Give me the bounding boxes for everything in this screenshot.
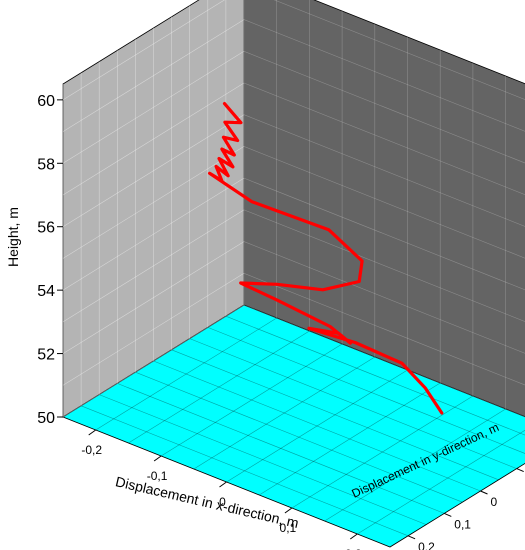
x-tick-label: -0,1	[147, 469, 168, 483]
y-tick-mark	[516, 468, 524, 473]
x-tick-label: -0,2	[81, 443, 102, 457]
back-wall-grid-line	[243, 273, 525, 386]
left-wall-grid-line	[62, 0, 225, 101]
floor-grid-line	[193, 356, 375, 470]
floor-grid-line	[128, 330, 310, 444]
y-tick-label: 0,1	[454, 517, 471, 531]
x-tick-label: 0,2	[345, 547, 362, 550]
x-tick-mark	[88, 429, 96, 436]
left-wall-grid-line	[62, 114, 245, 227]
back-wall-grid-line	[243, 114, 525, 227]
left-wall-grid-line	[62, 273, 245, 386]
floor-grid-line	[99, 394, 427, 525]
floor-grid-line	[62, 304, 245, 418]
back-wall-grid-line	[243, 177, 525, 291]
back-wall-grid-line	[243, 82, 525, 196]
x-tick-mark	[350, 533, 358, 540]
x-tick-label: 0,1	[280, 521, 297, 535]
back-wall-grid-line	[243, 19, 525, 132]
z-tick-label: 56	[37, 220, 55, 237]
left-wall-grid-line	[62, 241, 245, 354]
x-tick-mark	[284, 507, 293, 514]
y-tick-label: 0,2	[418, 540, 435, 550]
floor-grid-line	[171, 349, 499, 481]
floor	[62, 304, 525, 548]
floor-grid-line	[117, 383, 445, 514]
x-tick-mark	[153, 455, 162, 462]
floor-grid-line	[259, 382, 441, 496]
floor-grid-line	[95, 317, 277, 431]
floor-grid-line	[135, 371, 463, 503]
z-tick-label: 50	[37, 410, 55, 427]
y-tick-label: 0	[491, 495, 498, 509]
y-tick-mark	[407, 535, 416, 540]
left-wall-grid-line	[62, 82, 245, 196]
back-wall-grid-line	[273, 0, 525, 100]
x-tick-mark	[219, 481, 227, 488]
back-wall-grid-line	[243, 241, 525, 354]
left-wall-grid-line	[62, 304, 245, 418]
left-wall-grid-line	[62, 51, 245, 164]
x-tick-label: 0	[219, 495, 226, 509]
floor-grid-line	[80, 405, 409, 537]
z-tick-label: 58	[37, 156, 55, 173]
z-tick-label: 54	[37, 283, 55, 300]
left-wall-grid-line	[62, 146, 245, 259]
floor-grid-line	[189, 338, 517, 469]
left-wall-grid-line	[62, 19, 245, 132]
back-wall-grid-line	[243, 146, 525, 259]
floor-grid-line	[324, 408, 506, 522]
floor-grid-line	[160, 343, 343, 457]
floor-grid-line	[291, 395, 474, 509]
y-tick-mark	[480, 490, 488, 495]
y-tick-mark	[444, 512, 452, 517]
floor-grid-line	[153, 360, 481, 492]
back-wall-grid-line	[243, 51, 525, 164]
series-line	[208, 101, 444, 415]
back-wall-grid-line	[243, 209, 525, 322]
left-wall-grid-line	[62, 209, 245, 323]
z-axis-label: Height, m	[5, 207, 21, 267]
z-tick-label: 52	[37, 347, 55, 364]
floor-grid-line	[357, 429, 525, 535]
left-wall-grid-line	[62, 177, 245, 291]
floor-grid-line	[225, 315, 525, 436]
z-tick-label: 60	[37, 93, 55, 110]
floor-grid-line	[226, 369, 408, 483]
floor-grid-line	[207, 327, 525, 454]
